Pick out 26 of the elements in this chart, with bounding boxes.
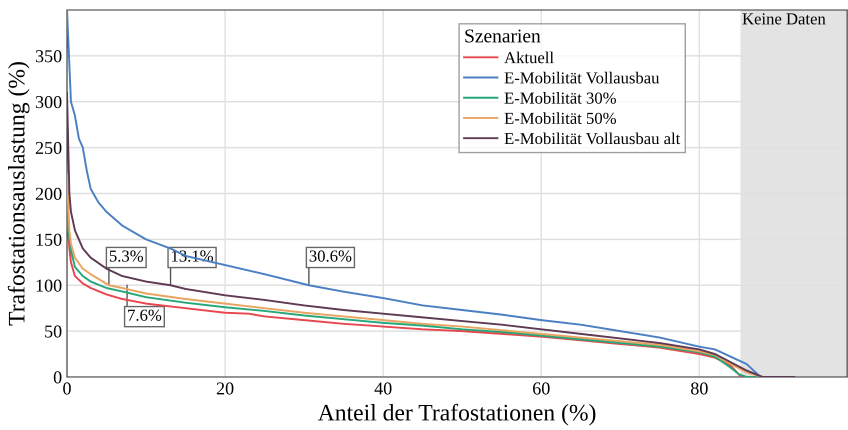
legend-label: Aktuell (504, 52, 554, 64)
y-axis-title: Trafostationsauslastung (%) (8, 62, 30, 326)
annotation: 7.6% (128, 310, 162, 321)
band-label: Keine Daten (742, 13, 826, 24)
legend-label: E-Mobilität Vollausbau (504, 72, 660, 84)
legend-label: E-Mobilität 50% (504, 112, 616, 124)
annotation: 30.6% (310, 250, 352, 262)
x-tick-label: 20 (216, 382, 234, 395)
y-tick-label: 250 (36, 142, 62, 154)
line-series (67, 92, 796, 377)
y-tick-label: 100 (36, 280, 62, 292)
annotation: 5.3% (110, 250, 144, 262)
y-tick-label: 200 (36, 188, 62, 200)
y-tick-label: 150 (36, 234, 62, 246)
x-tick-label: 80 (691, 382, 708, 395)
x-tick-label: 60 (533, 382, 550, 395)
legend-label: E-Mobilität 30% (504, 92, 616, 104)
legend-label: E-Mobilität Vollausbau alt (504, 132, 680, 144)
x-tick-label: 40 (374, 382, 392, 395)
x-axis-title: Anteil der Trafostationen (%) (318, 404, 596, 426)
y-tick-label: 350 (36, 50, 62, 62)
legend-title: Szenarien (465, 29, 540, 43)
x-tick-label: 0 (63, 382, 71, 395)
y-tick-label: 0 (54, 371, 62, 384)
y-tick-label: 50 (45, 325, 62, 338)
y-tick-label: 300 (36, 96, 62, 108)
